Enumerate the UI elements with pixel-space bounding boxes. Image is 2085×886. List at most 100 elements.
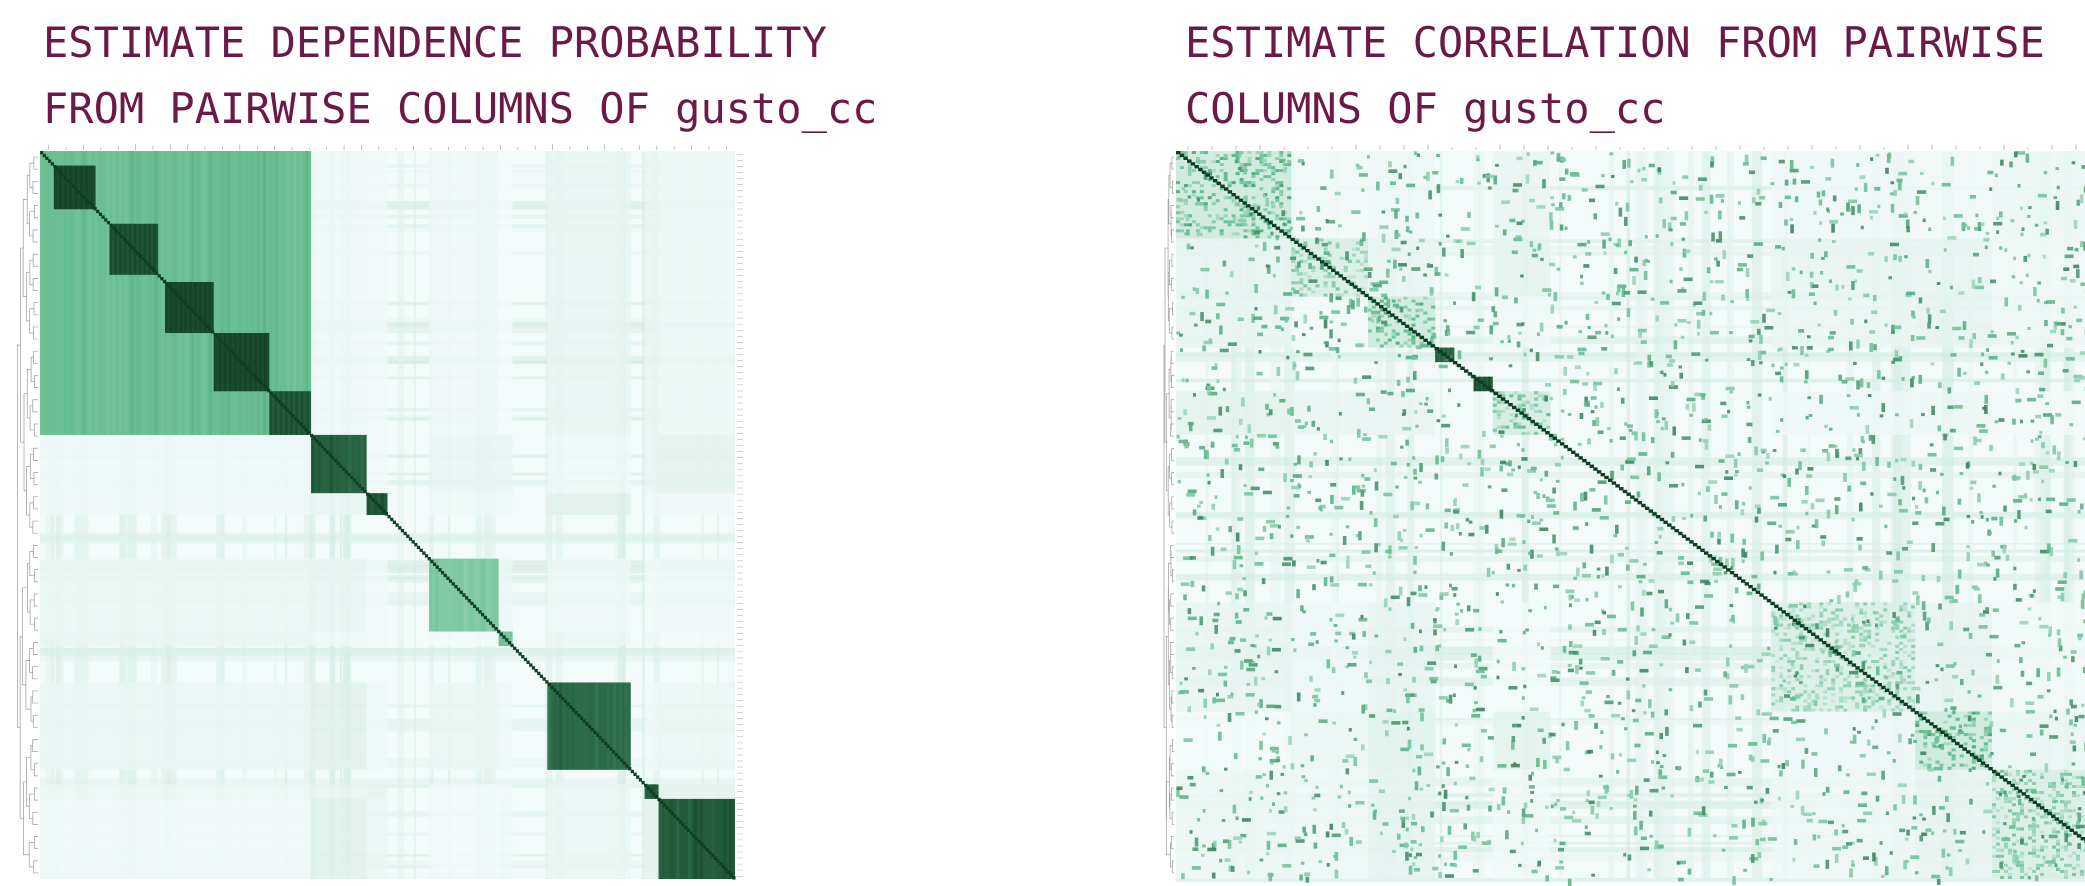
heatmap-cell	[2008, 797, 2012, 801]
heatmap-cell	[1925, 680, 1930, 684]
heatmap-cell	[1720, 401, 1727, 406]
row-tick	[737, 627, 743, 628]
heatmap-cell	[1771, 363, 1775, 368]
heatmap-cell	[1700, 579, 1710, 584]
heatmap-cell	[1769, 877, 1773, 881]
heatmap-cell	[1176, 217, 1180, 221]
heatmap-cell	[1187, 608, 1192, 615]
row-tick	[737, 863, 743, 865]
heatmap-cell	[1303, 241, 1308, 245]
heatmap-cell	[1243, 181, 1248, 185]
heatmap-cell	[1755, 201, 1762, 206]
heatmap-cell	[1907, 653, 1912, 657]
heatmap-cell	[1215, 154, 1220, 158]
heatmap-diagonal-cell	[424, 554, 429, 558]
heatmap-cell	[1286, 506, 1291, 510]
heatmap-cell	[1378, 434, 1388, 439]
heatmap-cell	[1251, 229, 1256, 233]
heatmap-cell	[1623, 727, 1628, 731]
heatmap-cell	[1275, 181, 1280, 185]
heatmap-cell	[1533, 490, 1538, 494]
heatmap-cell	[1402, 426, 1412, 431]
heatmap-cell	[1353, 756, 1358, 766]
heatmap-cell	[1515, 235, 1522, 239]
heatmap-offblock	[1492, 711, 1551, 770]
heatmap-cell	[1884, 256, 1888, 263]
heatmap-cell	[1931, 181, 1935, 186]
heatmap-cell	[1735, 470, 1739, 474]
heatmap-cell	[2027, 326, 2031, 330]
heatmap-cell	[1533, 160, 1543, 165]
heatmap-cell	[1903, 608, 1908, 612]
heatmap-cell	[1563, 388, 1567, 395]
row-tick	[737, 803, 743, 804]
row-tick	[737, 263, 743, 264]
heatmap-cell	[1275, 169, 1280, 173]
heatmap-cell	[1813, 767, 1818, 777]
heatmap-cell	[1319, 315, 1329, 320]
heatmap-cell	[1581, 696, 1586, 700]
heatmap-cell	[1501, 391, 1506, 395]
heatmap-cell	[2000, 159, 2004, 166]
heatmap-cell	[1828, 427, 1833, 431]
heatmap-cell	[1223, 208, 1228, 212]
heatmap-cell	[1442, 247, 1446, 257]
heatmap-cell	[1911, 705, 1916, 709]
heatmap-cell	[1202, 844, 1206, 848]
heatmap-cell	[1983, 748, 1988, 752]
row-tick	[737, 791, 743, 792]
heatmap-cell	[2052, 788, 2056, 792]
heatmap-cell	[1184, 439, 1188, 449]
heatmap-cell	[1999, 728, 2006, 733]
heatmap-offblock	[40, 798, 312, 879]
heatmap-cell	[1427, 317, 1432, 321]
heatmap-cell	[2036, 824, 2040, 828]
heatmap-cell	[1716, 260, 1720, 267]
heatmap-cell	[1800, 180, 1810, 184]
heatmap-cell	[1565, 741, 1570, 751]
heatmap-cell	[1276, 256, 1280, 263]
heatmap-cell	[1851, 644, 1856, 648]
heatmap-cell	[1746, 297, 1750, 301]
heatmap-cell	[1251, 184, 1256, 188]
heatmap-cell	[2080, 815, 2084, 819]
heatmap-cell	[2069, 719, 2073, 726]
heatmap-cell	[2009, 161, 2013, 168]
heatmap-cell	[1424, 666, 1434, 671]
heatmap-diagonal-cell	[88, 201, 92, 205]
heatmap-cell	[1235, 151, 1240, 155]
heatmap-cell	[1971, 766, 1976, 770]
heatmap-cell	[1601, 291, 1606, 295]
heatmap-cell	[1208, 391, 1218, 396]
heatmap-cell	[1251, 175, 1256, 179]
heatmap-cell	[1187, 214, 1192, 218]
heatmap-cell	[2060, 775, 2064, 779]
heatmap-cell	[1780, 366, 1784, 370]
heatmap-cell	[1398, 545, 1408, 550]
heatmap-cell	[1517, 422, 1522, 426]
heatmap-cell	[1907, 626, 1912, 630]
heatmap-diagonal-cell	[590, 727, 594, 732]
heatmap-cell	[2032, 470, 2039, 474]
heatmap-diagonal-cell	[48, 159, 52, 163]
heatmap-cell	[1501, 200, 1511, 204]
heatmap-cell	[1919, 729, 1924, 734]
heatmap-cell	[2076, 863, 2080, 867]
dendrogram-link	[32, 811, 38, 825]
heatmap-cell	[1283, 217, 1288, 221]
heatmap-cell	[2064, 833, 2069, 843]
heatmap-cell	[1702, 769, 1709, 773]
heatmap-cell	[1867, 684, 1872, 688]
heatmap-cell	[1757, 350, 1762, 360]
heatmap-cell	[1291, 259, 1296, 263]
heatmap-cell	[1426, 171, 1430, 181]
heatmap-cell	[1397, 353, 1401, 358]
heatmap-subblock-grain	[244, 333, 247, 392]
row-tick	[737, 809, 743, 810]
heatmap-cell	[1580, 281, 1584, 285]
heatmap-cell	[1375, 338, 1380, 342]
heatmap-cell	[1637, 328, 1647, 333]
heatmap-cell	[1881, 770, 1885, 780]
heatmap-cell	[1751, 756, 1755, 763]
heatmap-cell	[1495, 163, 1499, 167]
